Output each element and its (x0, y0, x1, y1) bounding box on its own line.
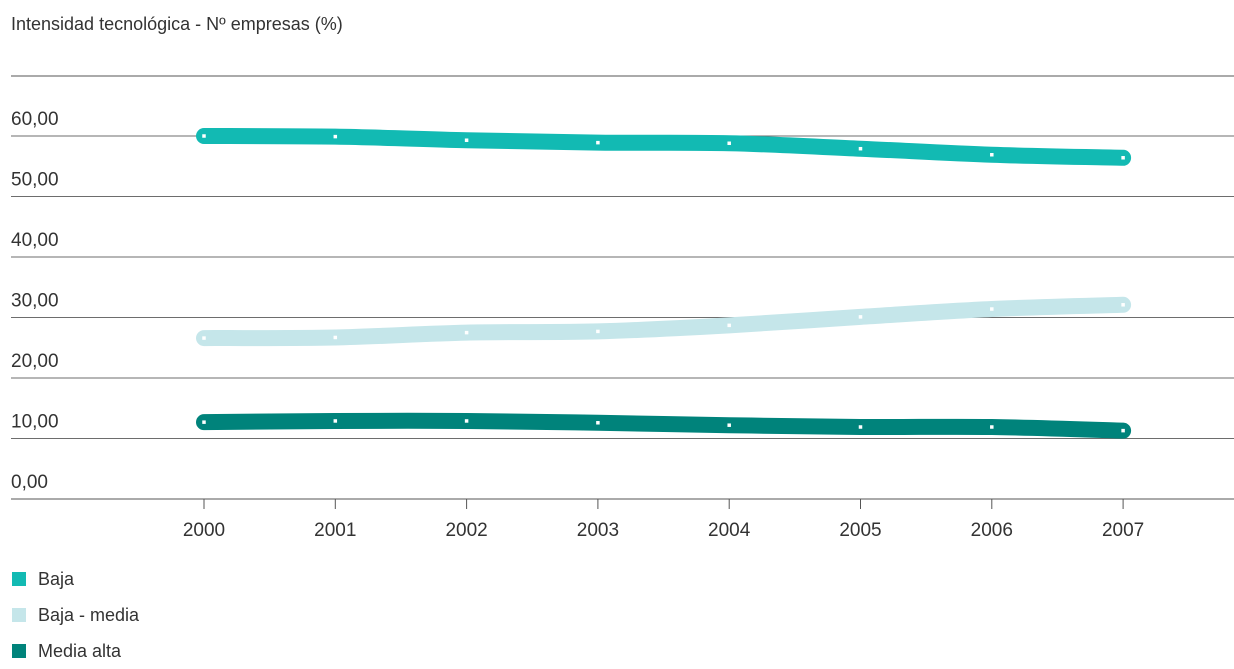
chart-title: Intensidad tecnológica - Nº empresas (%) (11, 14, 343, 34)
y-tick-label: 50,00 (11, 170, 59, 191)
y-tick-label: 10,00 (11, 412, 59, 433)
data-point (596, 140, 600, 145)
x-tick-label: 2006 (971, 520, 1013, 541)
y-tick-label: 60,00 (11, 109, 59, 130)
data-point (858, 425, 863, 429)
legend-label: Media alta (38, 640, 122, 661)
data-point (990, 307, 994, 311)
data-point (333, 134, 338, 139)
data-point (990, 425, 994, 429)
data-point (727, 323, 731, 328)
legend: Baja Baja - media Media alta (12, 561, 139, 669)
series-lines (196, 128, 1132, 439)
data-point (990, 153, 994, 157)
x-axis: 2000 2001 2002 2003 2004 2005 2006 2007 (183, 499, 1144, 541)
x-tick-label: 2001 (314, 520, 356, 541)
series-baja-media (196, 296, 1132, 347)
legend-item: Baja (12, 561, 139, 597)
data-point (202, 134, 206, 138)
data-point (333, 335, 338, 340)
y-tick-label: 0,00 (11, 472, 48, 493)
data-point (333, 419, 338, 423)
y-tick-label: 40,00 (11, 230, 59, 251)
data-point (464, 138, 469, 142)
data-point (1121, 156, 1125, 160)
legend-item: Media alta (12, 633, 139, 669)
data-point (1121, 428, 1125, 433)
data-point (727, 141, 731, 146)
x-tick-label: 2004 (708, 520, 751, 541)
series-line (196, 412, 1132, 439)
data-point (858, 315, 863, 319)
data-point (1121, 303, 1125, 307)
series-line (196, 128, 1132, 166)
y-axis-ticks: 0,00 10,00 20,00 30,00 40,00 50,00 60,00 (11, 109, 59, 493)
data-point (464, 419, 469, 423)
series-baja (196, 128, 1132, 166)
data-point (858, 146, 863, 151)
legend-label: Baja - media (38, 604, 140, 625)
data-point (202, 420, 206, 424)
series-line (196, 296, 1132, 347)
data-point (464, 330, 469, 335)
series-media-alta (196, 412, 1132, 439)
x-tick-label: 2003 (577, 520, 619, 541)
legend-swatch (12, 644, 26, 658)
data-point (596, 421, 600, 425)
legend-item: Baja - media (12, 597, 139, 633)
x-tick-label: 2000 (183, 520, 225, 541)
y-tick-label: 20,00 (11, 351, 59, 372)
gridlines (11, 135, 1234, 500)
x-tick-label: 2007 (1102, 520, 1144, 541)
data-point (202, 336, 206, 340)
legend-swatch (12, 572, 26, 586)
data-point (727, 423, 731, 427)
data-point (596, 329, 600, 334)
x-tick-label: 2002 (445, 520, 487, 541)
x-tick-label: 2005 (839, 520, 881, 541)
legend-label: Baja (38, 568, 75, 589)
y-tick-label: 30,00 (11, 291, 59, 312)
legend-swatch (12, 608, 26, 622)
